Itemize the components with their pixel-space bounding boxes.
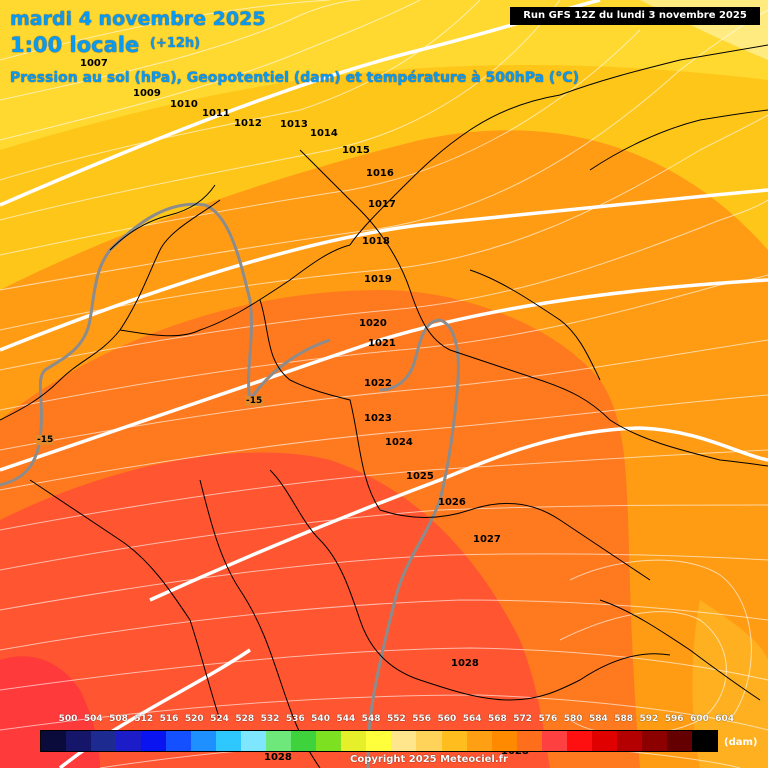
legend-value: 552 <box>386 714 406 724</box>
isotherm-label: -15 <box>36 435 55 445</box>
legend-value: 572 <box>513 714 533 724</box>
legend-swatch <box>366 731 392 751</box>
legend-value: 540 <box>311 714 330 724</box>
legend-value: 520 <box>184 714 204 724</box>
isobar-label: 1028 <box>451 658 479 669</box>
legend-swatch <box>141 731 167 751</box>
legend-swatch <box>641 731 667 751</box>
legend-swatch <box>66 731 92 751</box>
legend-colorbar <box>40 730 718 752</box>
legend-value: 564 <box>462 714 482 724</box>
isobar-label: 1013 <box>280 119 308 130</box>
band-576 <box>0 452 550 768</box>
legend-swatch <box>416 731 442 751</box>
legend-value: 588 <box>614 714 634 724</box>
legend-swatch <box>666 731 692 751</box>
run-info-badge: Run GFS 12Z du lundi 3 novembre 2025 <box>510 7 760 25</box>
isobar-label: 1011 <box>202 108 230 119</box>
legend-values: 500 504 508 512 516 520 524 528 532 536 540 544 548 5… <box>58 714 734 726</box>
isotherm-label: -15 <box>245 396 264 406</box>
isobar-label: 1007 <box>80 58 108 69</box>
isobar-label: 1016 <box>366 168 394 179</box>
legend-swatch <box>91 731 117 751</box>
legend-swatch <box>216 731 242 751</box>
isobar-label: 1017 <box>368 199 396 210</box>
legend-value: 596 <box>664 714 684 724</box>
legend-unit: (dam) <box>724 737 758 748</box>
isobar-label: 1018 <box>362 236 390 247</box>
legend-value: 512 <box>134 714 154 724</box>
legend-swatch <box>516 731 542 751</box>
isobar-label: 1009 <box>133 88 161 99</box>
legend-value: 508 <box>109 714 128 724</box>
legend-swatch <box>691 731 717 751</box>
legend-value: 532 <box>260 714 280 724</box>
isobar-label: 1022 <box>364 378 392 389</box>
forecast-local-time: 1:00 locale <box>10 33 140 57</box>
isobar-label: 1024 <box>385 437 413 448</box>
legend-swatch <box>291 731 317 751</box>
legend-value: 600 <box>690 714 709 724</box>
isobar-label: 1020 <box>359 318 387 329</box>
legend-swatch <box>566 731 592 751</box>
forecast-lead-time: (+12h) <box>150 36 201 51</box>
borders <box>0 44 768 768</box>
legend-swatch <box>316 731 342 751</box>
legend-value: 556 <box>412 714 431 724</box>
legend-swatch <box>266 731 292 751</box>
legend-swatch <box>441 731 467 751</box>
legend-value: 580 <box>563 714 583 724</box>
legend-swatch <box>166 731 192 751</box>
isobar-label: 1012 <box>234 118 262 129</box>
isobar-label: 1028 <box>264 752 292 763</box>
legend-value: 592 <box>639 714 659 724</box>
legend-swatch <box>616 731 642 751</box>
legend-swatch <box>591 731 617 751</box>
legend-value: 504 <box>83 714 103 724</box>
legend-swatch <box>241 731 267 751</box>
legend-value: 560 <box>437 714 457 724</box>
isobar-label: 1026 <box>438 497 466 508</box>
legend-value: 548 <box>361 714 381 724</box>
isobar-label: 1021 <box>368 338 396 349</box>
legend-value: 536 <box>285 714 305 724</box>
isobar-label: 1010 <box>170 99 198 110</box>
legend-swatch <box>116 731 142 751</box>
isobar-label: 1023 <box>364 413 392 424</box>
legend-swatch <box>391 731 417 751</box>
map-description: Pression au sol (hPa), Geopotentiel (dam… <box>10 70 579 86</box>
legend-value: 516 <box>159 714 179 724</box>
isobar-label: 1014 <box>310 128 338 139</box>
legend-value: 604 <box>715 714 735 724</box>
isobar-label: 1027 <box>473 534 501 545</box>
legend-value: 528 <box>235 714 255 724</box>
legend-value: 576 <box>538 714 558 724</box>
legend-value: 524 <box>210 714 229 724</box>
legend-swatch <box>341 731 367 751</box>
isobar-label: 1019 <box>364 274 392 285</box>
isobar-label: 1025 <box>406 471 434 482</box>
legend-swatch <box>466 731 492 751</box>
legend-swatch <box>191 731 217 751</box>
legend-value: 544 <box>336 714 356 724</box>
legend-swatch <box>541 731 567 751</box>
band-556 <box>0 0 768 150</box>
copyright-text: Copyright 2025 Meteociel.fr <box>350 754 508 765</box>
legend-swatch <box>491 731 517 751</box>
isotherms <box>0 202 460 768</box>
forecast-date: mardi 4 novembre 2025 <box>10 8 266 30</box>
band-564-east <box>692 600 768 768</box>
isobar-label: 1015 <box>342 145 370 156</box>
legend-value: 584 <box>589 714 608 724</box>
legend-swatch <box>41 731 67 751</box>
legend-value: 568 <box>487 714 507 724</box>
legend-value: 500 <box>58 714 78 724</box>
